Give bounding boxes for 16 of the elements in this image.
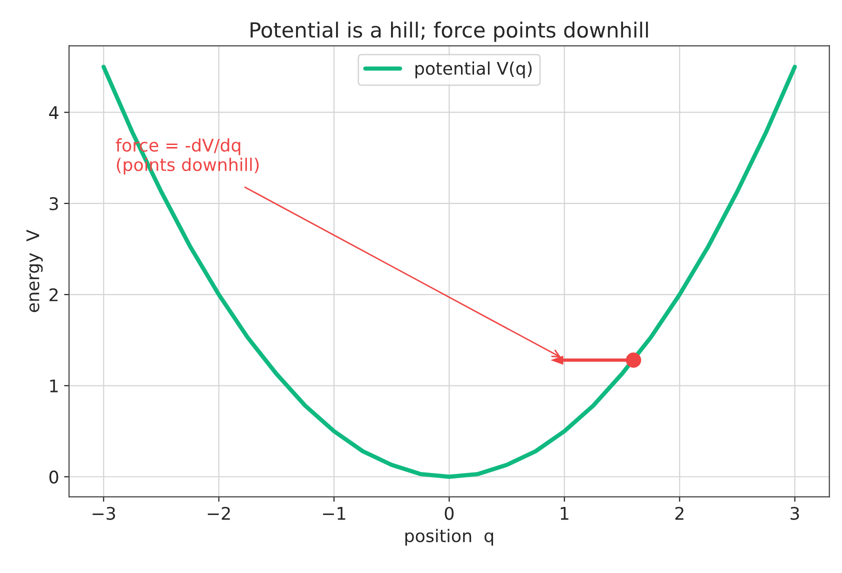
- y-tick-label: 1: [50, 380, 58, 392]
- x-tick-label: 3: [790, 506, 799, 520]
- x-tick-label: 1: [560, 507, 568, 520]
- x-axis-title: position q: [405, 528, 494, 546]
- y-tick-label: 4: [49, 106, 58, 119]
- chart-title: Potential is a hill; force points downhill: [250, 22, 648, 42]
- x-tick-label: 2: [675, 506, 684, 520]
- y-tick-label: 3: [50, 197, 58, 210]
- y-tick-label: 0: [49, 470, 58, 484]
- legend-label: potential V(q): [415, 61, 532, 78]
- x-tick-label: −3: [92, 506, 116, 520]
- y-tick-label: 2: [50, 288, 58, 302]
- x-tick-label: 0: [444, 506, 454, 520]
- y-axis-title: energy V: [26, 230, 43, 312]
- x-tick-label: −2: [208, 506, 230, 520]
- x-tick-label: −1: [323, 507, 346, 520]
